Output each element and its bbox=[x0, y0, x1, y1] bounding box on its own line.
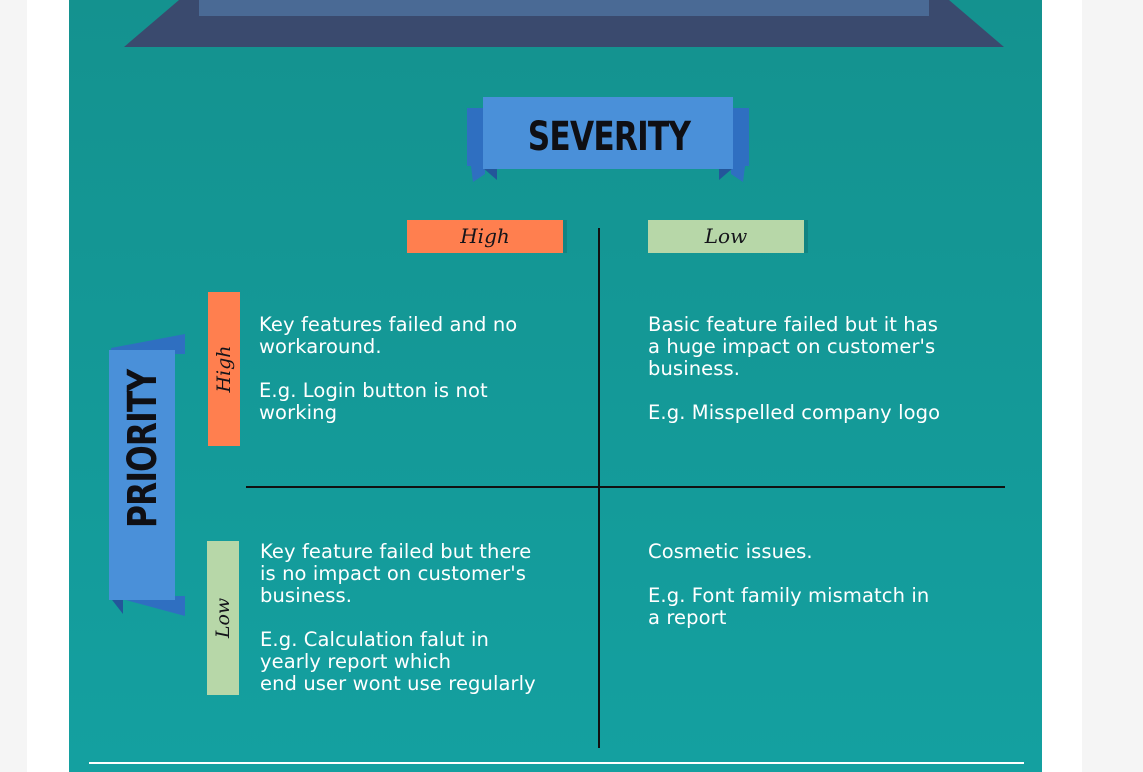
quadrant-description: Basic feature failed but it has a huge i… bbox=[648, 313, 939, 380]
quadrant-example: E.g. Login button is not working bbox=[259, 379, 488, 424]
severity-priority-matrix: SEVERITY PRIORITY High Low High Low Key … bbox=[69, 0, 1042, 772]
quadrant-example: E.g. Calculation falut in yearly report … bbox=[260, 628, 536, 695]
quadrant-example: E.g. Misspelled company logo bbox=[648, 401, 941, 424]
priority-ribbon bbox=[109, 334, 185, 616]
severity-ribbon bbox=[467, 97, 749, 182]
quadrant-description: Key feature failed but there is no impac… bbox=[260, 540, 532, 607]
vertical-divider bbox=[598, 228, 600, 748]
severity-low-tag: Low bbox=[648, 220, 808, 253]
top-banner-decoration bbox=[124, 0, 1004, 47]
severity-title: SEVERITY bbox=[527, 114, 691, 160]
quadrant-description: Cosmetic issues. bbox=[648, 540, 813, 563]
quadrant-high-priority-low-severity: Basic feature failed but it has a huge i… bbox=[648, 314, 988, 446]
quadrant-example: E.g. Font family mismatch in a report bbox=[648, 584, 930, 629]
quadrant-high-priority-high-severity: Key features failed and no workaround. E… bbox=[259, 314, 589, 446]
priority-low-tag: Low bbox=[207, 541, 239, 695]
priority-low-label: Low bbox=[212, 597, 234, 639]
priority-high-tag: High bbox=[208, 292, 240, 446]
quadrant-description: Key features failed and no workaround. bbox=[259, 313, 518, 358]
priority-title: PRIORITY bbox=[120, 369, 166, 528]
quadrant-low-priority-high-severity: Key feature failed but there is no impac… bbox=[260, 541, 590, 717]
severity-low-label: Low bbox=[704, 224, 748, 248]
priority-high-label: High bbox=[213, 345, 235, 393]
horizontal-divider bbox=[246, 486, 1005, 488]
quadrant-low-priority-low-severity: Cosmetic issues. E.g. Font family mismat… bbox=[648, 541, 988, 651]
bottom-divider bbox=[89, 762, 1024, 764]
severity-high-label: High bbox=[460, 224, 510, 248]
severity-high-tag: High bbox=[407, 220, 567, 253]
